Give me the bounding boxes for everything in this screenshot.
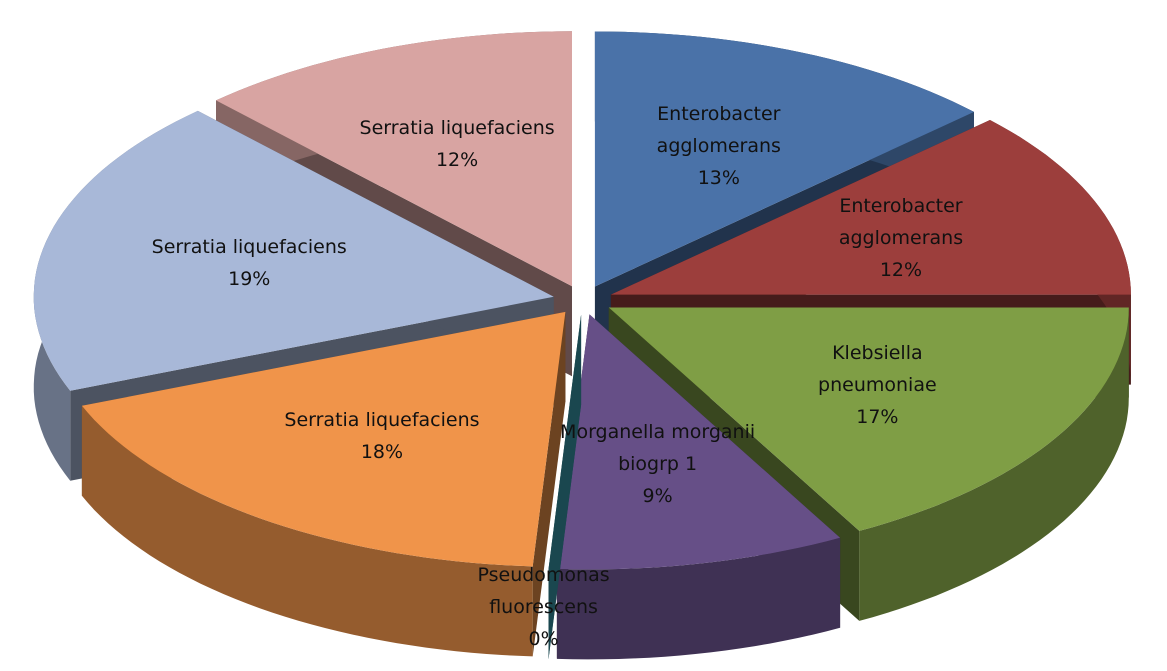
- slice-label: Serratia liquefaciens 12%: [337, 112, 577, 176]
- category-name: Klebsiella pneumoniae: [818, 342, 937, 397]
- slice-label: Serratia liquefaciens 18%: [262, 404, 502, 468]
- slice-label: Enterobacter agglomerans 12%: [816, 190, 986, 286]
- pie-slice: [556, 314, 841, 660]
- slice-label: Serratia liquefaciens 19%: [129, 231, 369, 295]
- category-name: Enterobacter agglomerans: [838, 195, 964, 250]
- slice-wall: [859, 307, 1129, 621]
- slice-top: [608, 307, 1129, 531]
- percent-label: 0%: [528, 628, 559, 651]
- slice-label: Klebsiella pneumoniae 17%: [792, 337, 962, 433]
- percent-label: 19%: [228, 268, 271, 291]
- percent-label: 12%: [435, 149, 479, 172]
- slice-wall: [556, 537, 841, 660]
- category-name: Pseudomonas fluorescens: [477, 564, 610, 619]
- slice-top: [556, 314, 841, 570]
- slice-label: Enterobacter agglomerans 13%: [634, 98, 804, 194]
- category-name: Enterobacter agglomerans: [656, 103, 781, 158]
- percent-label: 17%: [856, 406, 899, 429]
- slice-top: [610, 120, 1131, 295]
- pie-slice: [81, 311, 566, 657]
- pie-slice: [548, 314, 582, 660]
- percent-label: 9%: [642, 484, 673, 507]
- slice-top: [216, 31, 572, 287]
- slice-top: [33, 110, 554, 391]
- percent-label: 13%: [697, 167, 740, 190]
- slice-label: Pseudomonas fluorescens 0%: [459, 559, 629, 655]
- slice-side: [548, 314, 582, 660]
- slice-top: [81, 311, 566, 567]
- slice-top: [594, 31, 974, 287]
- category-name: Serratia liquefaciens: [359, 117, 555, 140]
- percent-label: 18%: [360, 440, 404, 463]
- slice-label: Morganella morganii biogrp 1 9%: [538, 416, 778, 512]
- category-name: Serratia liquefaciens: [151, 236, 347, 259]
- category-name: Serratia liquefaciens: [284, 408, 480, 431]
- slice-wall: [81, 405, 533, 657]
- category-name: Morganella morganii biogrp 1: [560, 420, 756, 475]
- percent-label: 12%: [879, 259, 923, 282]
